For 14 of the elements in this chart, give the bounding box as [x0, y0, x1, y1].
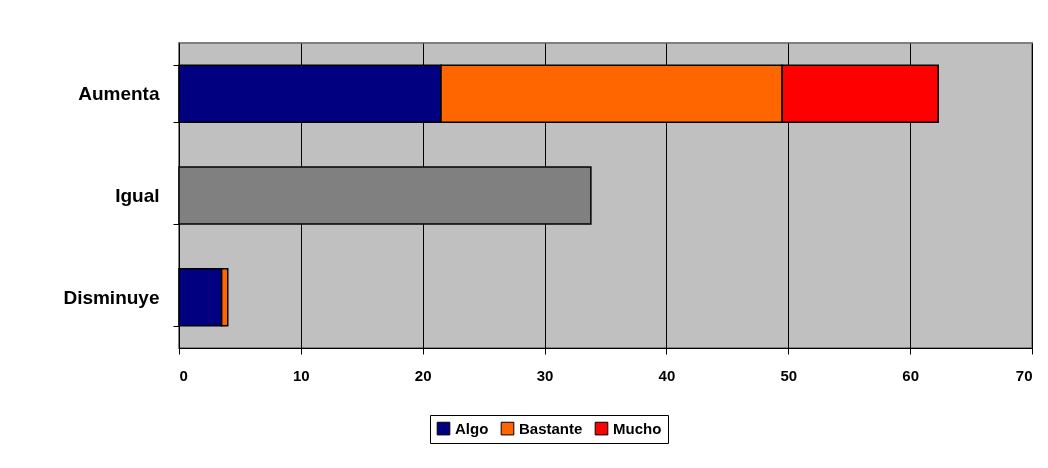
x-tick-label: 70 [1015, 366, 1033, 384]
y-tick-label: Aumenta [78, 83, 160, 105]
legend-label: Algo [455, 419, 489, 437]
y-tick-label: Igual [115, 185, 160, 206]
legend-label: Mucho [613, 419, 662, 437]
x-tick-label: 0 [179, 366, 188, 384]
x-tick-label: 10 [293, 366, 310, 384]
x-tick-label: 50 [780, 366, 798, 384]
y-tick-label: Disminuye [63, 286, 160, 308]
x-tick-label: 20 [414, 366, 432, 384]
x-tick-label: 60 [902, 366, 919, 384]
x-tick-label: 30 [536, 366, 554, 384]
x-tick-label: 40 [658, 366, 676, 384]
legend-label: Bastante [519, 419, 583, 437]
